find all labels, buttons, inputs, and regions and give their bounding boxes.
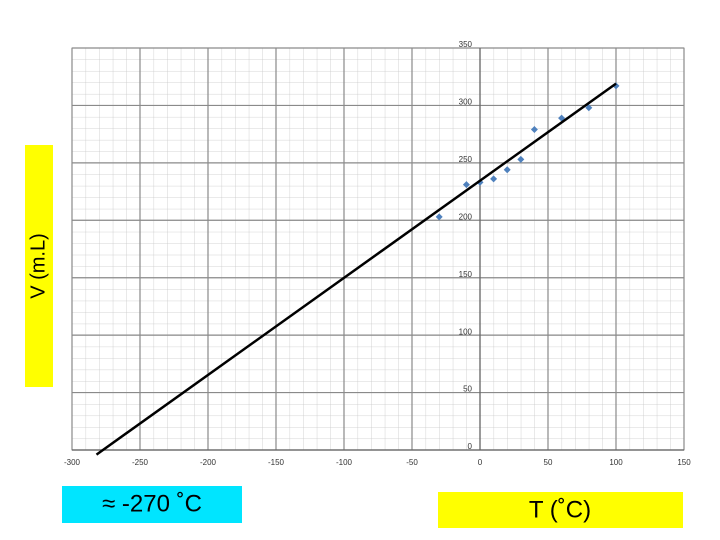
x-label-box bbox=[438, 492, 683, 528]
y-tick-label: 50 bbox=[463, 385, 472, 394]
x-tick-label: -250 bbox=[132, 458, 149, 467]
annotation-box bbox=[62, 486, 242, 523]
y-tick-label: 150 bbox=[459, 270, 473, 279]
x-tick-label: 0 bbox=[478, 458, 483, 467]
plot-area bbox=[71, 47, 685, 451]
data-point bbox=[503, 166, 511, 174]
annotation: ≈ -270 ˚C bbox=[102, 490, 202, 517]
data-point bbox=[462, 181, 470, 189]
data-point bbox=[585, 104, 593, 112]
y-tick-label: 100 bbox=[459, 327, 473, 336]
y-label-box bbox=[25, 145, 53, 387]
y-axis-label: V (m.L) bbox=[27, 233, 49, 299]
x-tick-label: 100 bbox=[609, 458, 623, 467]
y-tick-label: 0 bbox=[468, 442, 473, 451]
data-point bbox=[530, 126, 538, 134]
x-tick-label: -200 bbox=[200, 458, 217, 467]
x-tick-label: -150 bbox=[268, 458, 285, 467]
y-tick-label: 200 bbox=[459, 212, 473, 221]
y-tick-label: 250 bbox=[459, 155, 473, 164]
data-point bbox=[490, 175, 498, 183]
x-tick-label: -50 bbox=[406, 458, 418, 467]
trendline bbox=[95, 82, 617, 456]
data-point bbox=[517, 155, 525, 163]
x-axis-label: T (˚C) bbox=[529, 496, 591, 523]
x-tick-label: -300 bbox=[64, 458, 81, 467]
y-tick-label: 300 bbox=[459, 98, 473, 107]
data-point bbox=[435, 213, 443, 221]
x-tick-label: 150 bbox=[677, 458, 691, 467]
x-tick-label: -100 bbox=[336, 458, 353, 467]
y-tick-label: 350 bbox=[459, 40, 473, 49]
x-tick-label: 50 bbox=[544, 458, 553, 467]
